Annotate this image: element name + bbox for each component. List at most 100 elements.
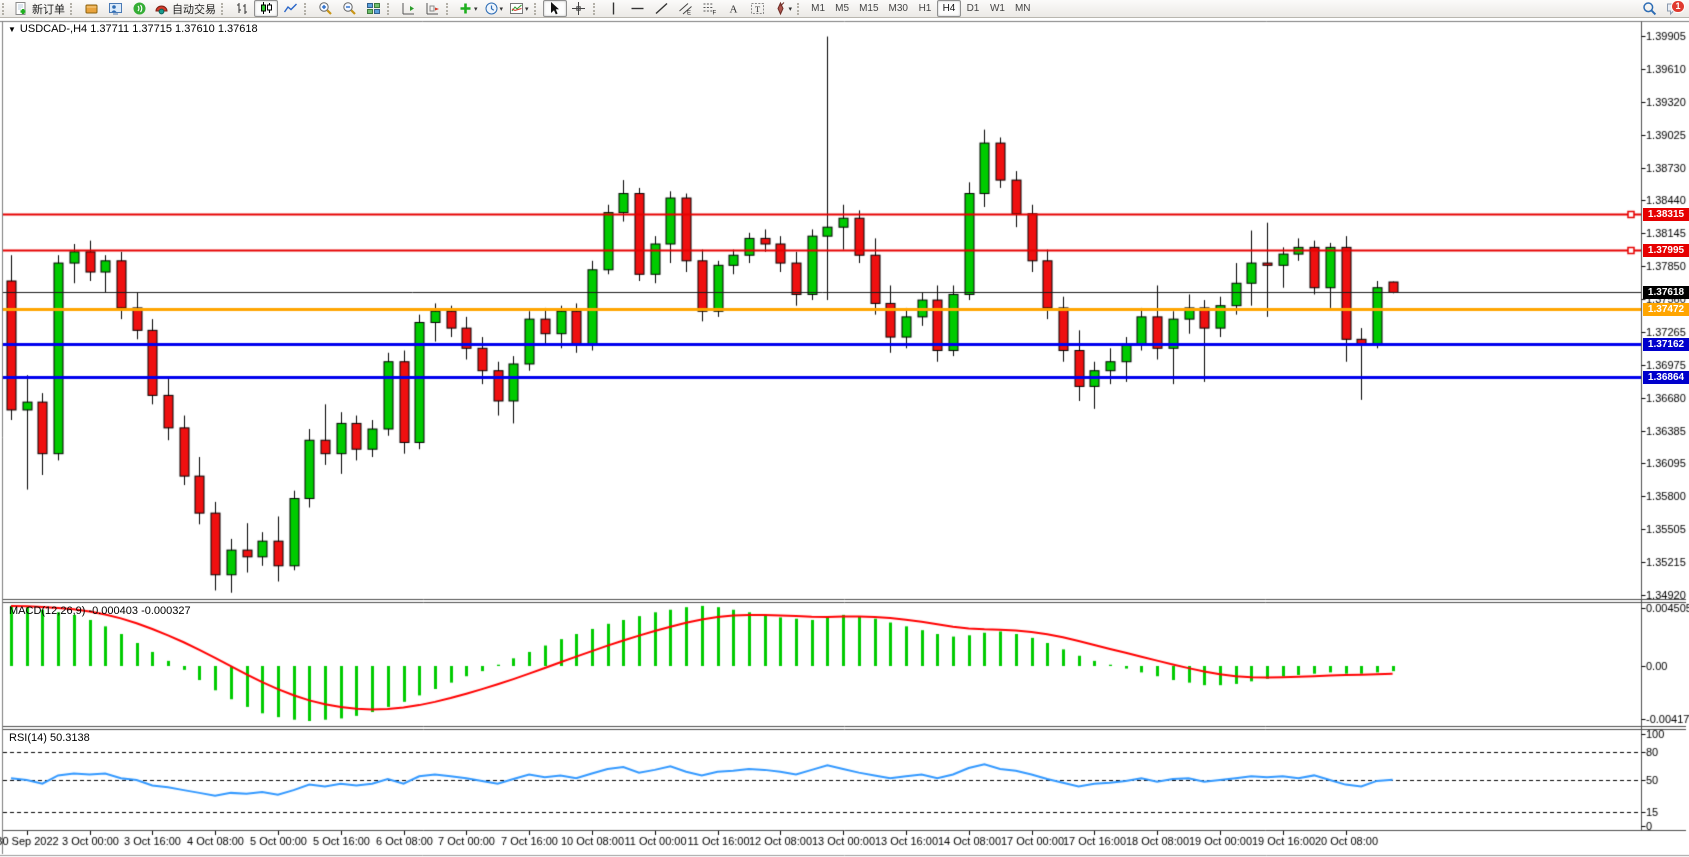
timeframe-label: MN: [1014, 3, 1031, 14]
notifications-button[interactable]: 1: [1661, 0, 1685, 17]
chevron-down-icon: ▾: [499, 5, 504, 13]
timeframe-label: M1: [811, 3, 826, 14]
toolbar-grip: [446, 2, 453, 15]
svg-text:E: E: [687, 11, 691, 17]
price-level-badge: 1.37472: [1643, 303, 1689, 316]
timeframe-h1-button[interactable]: H1: [913, 0, 937, 17]
text-label-button[interactable]: T: [746, 0, 770, 17]
chevron-down-icon: ▾: [525, 5, 529, 13]
price-level-badge: 1.37162: [1643, 338, 1689, 351]
timeframe-m15-button[interactable]: M15: [854, 0, 883, 17]
arrows-button[interactable]: ▾: [770, 0, 796, 17]
template-icon: [509, 1, 524, 16]
autoscroll-icon: [401, 1, 416, 16]
chevron-down-icon: ▾: [474, 5, 478, 13]
chat-icon: 1: [1666, 0, 1685, 16]
indicators-button[interactable]: ▾: [455, 0, 481, 17]
channel-icon: E: [678, 1, 693, 17]
bars-icon: [235, 1, 250, 16]
search-button[interactable]: [1637, 0, 1661, 17]
new-order-button[interactable]: 新订单: [11, 0, 68, 17]
clock-icon: [484, 1, 499, 16]
notification-badge: 1: [1671, 0, 1685, 13]
toolbar-grip: [2, 2, 9, 15]
timeframe-label: M15: [859, 3, 879, 14]
toolbar-grip: [70, 2, 77, 15]
price-level-badge: 1.37618: [1643, 286, 1689, 299]
signal-icon: [132, 1, 147, 16]
zoom-out-button[interactable]: [337, 0, 361, 17]
bar-chart-button[interactable]: [230, 0, 254, 17]
toolbar: 新订单 自动交易 ▾ ▾ ▾ E F A T ▾ M1 M5 M15 M30 H1 H4 D1 W1 MN 1: [0, 0, 1689, 18]
macd-indicator-label: MACD(12,26,9) -0.000403 -0.000327: [9, 605, 191, 617]
toolbar-grip: [221, 2, 228, 15]
toolbar-grip: [797, 2, 804, 15]
zoomin-icon: [318, 1, 333, 16]
timeframe-m30-button[interactable]: M30: [884, 0, 913, 17]
timeframe-d1-button[interactable]: D1: [961, 0, 985, 17]
fibo-icon: F: [702, 1, 717, 17]
crosshair-button[interactable]: [567, 0, 591, 17]
chart-title: ▼ USDCAD-,H4 1.37711 1.37715 1.37610 1.3…: [8, 23, 258, 35]
tile-icon: [366, 1, 381, 16]
arrows-icon: [773, 1, 788, 16]
navigator-icon: [108, 1, 123, 16]
timeframe-label: W1: [989, 3, 1005, 14]
line-chart-button[interactable]: [278, 0, 302, 17]
candles-icon: [259, 1, 274, 16]
price-level-badge: 1.38315: [1643, 208, 1689, 221]
chart-window: ▼ USDCAD-,H4 1.37711 1.37715 1.37610 1.3…: [0, 18, 1689, 857]
auto-trading-button[interactable]: 自动交易: [151, 0, 219, 17]
timeframe-label: M5: [835, 3, 850, 14]
chart-shift-button[interactable]: [420, 0, 444, 17]
timeframe-label: H4: [942, 3, 956, 14]
auto-scroll-button[interactable]: [396, 0, 420, 17]
timeframe-h4-button[interactable]: H4: [936, 0, 961, 17]
crosshair-icon: [571, 1, 586, 16]
timeframe-m1-button[interactable]: M1: [806, 0, 830, 17]
toolbar-grip: [304, 2, 311, 15]
toolbar-grip: [387, 2, 394, 15]
timeframe-m5-button[interactable]: M5: [830, 0, 854, 17]
toolbar-grip: [533, 2, 541, 15]
gold-box-icon: [84, 1, 99, 16]
new-order-label: 新订单: [32, 3, 65, 16]
vertical-line-button[interactable]: [602, 0, 626, 17]
vline-icon: [606, 1, 621, 16]
timeframe-label: D1: [966, 3, 980, 14]
tile-windows-button[interactable]: [361, 0, 385, 17]
horizontal-line-button[interactable]: [626, 0, 650, 17]
candlestick-chart-button[interactable]: [254, 0, 278, 17]
auto-trading-label: 自动交易: [172, 3, 216, 16]
svg-text:A: A: [730, 4, 738, 16]
navigator-button[interactable]: [103, 0, 127, 17]
timeframe-label: H1: [918, 3, 932, 14]
timeframe-w1-button[interactable]: W1: [985, 0, 1010, 17]
toolbar-grip: [592, 2, 600, 15]
shift-icon: [425, 1, 440, 16]
timeframe-label: M30: [888, 3, 908, 14]
linec-icon: [283, 1, 298, 16]
text-button[interactable]: A: [722, 0, 746, 17]
price-chart-canvas[interactable]: [0, 18, 1689, 857]
hline-icon: [630, 1, 645, 16]
doc-plus-icon: [14, 1, 29, 16]
zoom-in-button[interactable]: [313, 0, 337, 17]
signals-button[interactable]: [127, 0, 151, 17]
templates-button[interactable]: ▾: [506, 0, 532, 17]
autotrade-icon: [154, 1, 169, 16]
periods-button[interactable]: ▾: [481, 0, 507, 17]
price-level-badge: 1.37995: [1643, 244, 1689, 257]
trend-icon: [654, 1, 669, 16]
zoomout-icon: [342, 1, 357, 16]
window-menu-icon[interactable]: ▼: [8, 24, 16, 34]
cursor-button[interactable]: [542, 0, 567, 17]
symbol-ohlc-text: USDCAD-,H4 1.37711 1.37715 1.37610 1.376…: [19, 23, 258, 35]
fibonacci-button[interactable]: F: [698, 0, 722, 17]
trendline-button[interactable]: [650, 0, 674, 17]
market-watch-button[interactable]: [79, 0, 103, 17]
texta-icon: A: [726, 1, 741, 16]
equidistant-channel-button[interactable]: E: [674, 0, 698, 17]
timeframe-mn-button[interactable]: MN: [1010, 0, 1036, 17]
